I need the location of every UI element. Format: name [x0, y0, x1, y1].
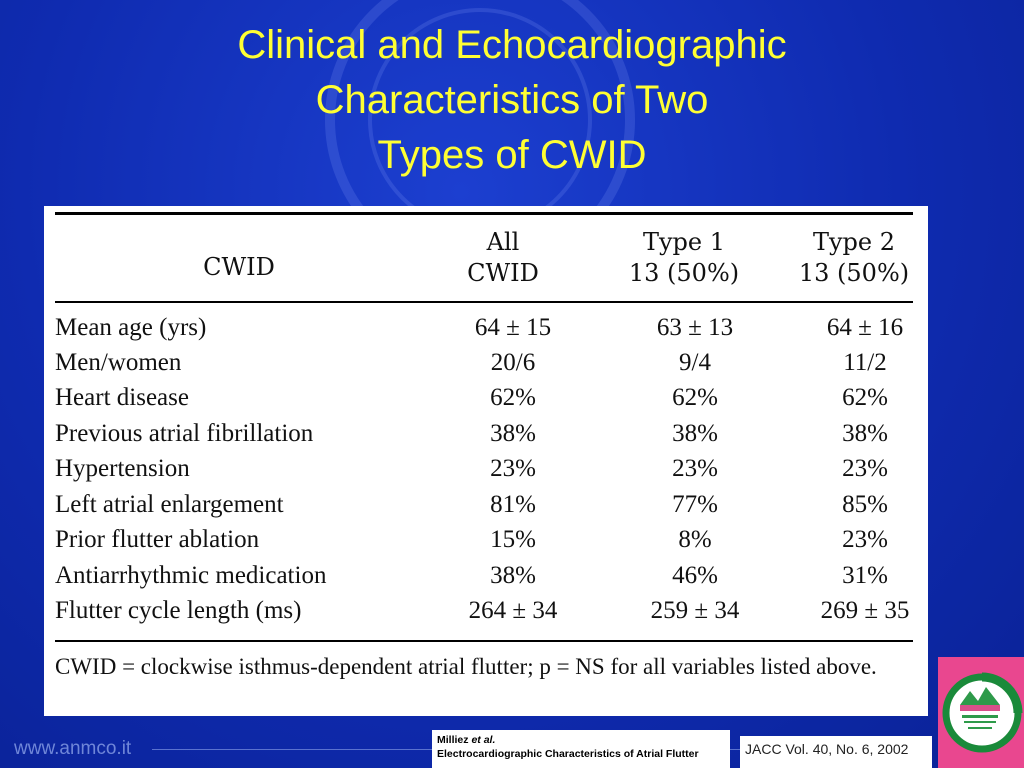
header-cwid-label: CWID — [203, 253, 275, 281]
reference-etal: et al. — [471, 734, 496, 746]
hospital-logo-icon — [942, 672, 1023, 753]
slide-title: Clinical and Echocardiographic Character… — [0, 18, 1024, 183]
cell-type2: 64 ± 16 — [826, 314, 904, 341]
journal-citation-text: JACC Vol. 40, No. 6, 2002 — [745, 741, 909, 757]
journal-citation: JACC Vol. 40, No. 6, 2002 — [740, 736, 932, 768]
reference-author: Milliez — [437, 734, 469, 746]
header-type1-line-2: 13 (50%) — [628, 259, 740, 287]
row-label: Men/women — [55, 349, 182, 376]
row-label: Antiarrhythmic medication — [55, 562, 327, 589]
reference-box: Milliez et al. Electrocardiographic Char… — [432, 730, 730, 768]
table-row: Flutter cycle length (ms) 264 ± 34 259 ±… — [55, 597, 913, 632]
cell-all: 62% — [490, 384, 536, 411]
cell-type2: 38% — [842, 420, 888, 447]
row-label: Hypertension — [55, 455, 190, 482]
cell-type1: 8% — [678, 526, 712, 553]
hospital-logo — [938, 657, 1024, 768]
cell-all: 81% — [490, 491, 536, 518]
cell-type1: 23% — [672, 455, 718, 482]
table-header-rule — [55, 301, 913, 303]
cell-type1: 38% — [672, 420, 718, 447]
reference-title: Electrocardiographic Characteristics of … — [437, 748, 699, 760]
cell-type1: 63 ± 13 — [656, 314, 734, 341]
cell-type1: 46% — [672, 562, 718, 589]
header-all-line-2: CWID — [467, 259, 539, 287]
table-row: Hypertension 23% 23% 23% — [55, 455, 913, 490]
title-line-2: Characteristics of Two — [315, 78, 709, 122]
cell-all: 15% — [490, 526, 536, 553]
cell-type1: 77% — [672, 491, 718, 518]
cell-all: 23% — [490, 455, 536, 482]
header-all-line-1: All — [486, 228, 520, 256]
title-line-3: Types of CWID — [377, 133, 647, 177]
cell-type2: 31% — [842, 562, 888, 589]
cell-all: 264 ± 34 — [468, 597, 558, 624]
cell-all: 20/6 — [490, 349, 536, 376]
cell-type2: 269 ± 35 — [820, 597, 910, 624]
row-label: Mean age (yrs) — [55, 314, 207, 341]
header-all-cwid: All CWID — [428, 227, 578, 289]
cell-type2: 23% — [842, 455, 888, 482]
table-row: Antiarrhythmic medication 38% 46% 31% — [55, 562, 913, 597]
table-row: Previous atrial fibrillation 38% 38% 38% — [55, 420, 913, 455]
header-type2-line-2: 13 (50%) — [798, 259, 910, 287]
cell-type2: 23% — [842, 526, 888, 553]
cell-type1: 9/4 — [679, 349, 711, 376]
table-bottom-rule — [55, 640, 913, 642]
header-type2-line-1: Type 2 — [812, 228, 896, 256]
row-label: Prior flutter ablation — [55, 526, 260, 553]
table-row: Heart disease 62% 62% 62% — [55, 384, 913, 419]
cell-type1: 62% — [672, 384, 718, 411]
row-label: Heart disease — [55, 384, 189, 411]
row-label: Flutter cycle length (ms) — [55, 597, 302, 624]
cell-type2: 85% — [842, 491, 888, 518]
header-type-1: Type 1 13 (50%) — [609, 227, 759, 289]
cell-type1: 259 ± 34 — [650, 597, 740, 624]
table-top-rule — [55, 212, 913, 215]
cell-all: 64 ± 15 — [474, 314, 552, 341]
header-type-2: Type 2 13 (50%) — [779, 227, 929, 289]
table-row: Left atrial enlargement 81% 77% 85% — [55, 491, 913, 526]
cell-all: 38% — [490, 562, 536, 589]
cell-all: 38% — [490, 420, 536, 447]
table-row: Prior flutter ablation 15% 8% 23% — [55, 526, 913, 561]
row-label: Left atrial enlargement — [55, 491, 284, 518]
cell-type2: 62% — [842, 384, 888, 411]
cell-type2: 11/2 — [843, 349, 887, 376]
site-link[interactable]: www.anmco.it — [14, 738, 132, 759]
header-cwid: CWID — [164, 252, 314, 283]
table-panel: CWID All CWID Type 1 13 (50%) Type 2 13 … — [44, 206, 928, 716]
table-row: Mean age (yrs) 64 ± 15 63 ± 13 64 ± 16 — [55, 314, 913, 349]
title-line-1: Clinical and Echocardiographic — [237, 23, 787, 67]
row-label: Previous atrial fibrillation — [55, 420, 314, 447]
watermark-seal-graphic — [325, 0, 635, 220]
table-row: Men/women 20/6 9/4 11/2 — [55, 349, 913, 384]
table-footnote: CWID = clockwise isthmus-dependent atria… — [55, 654, 877, 679]
header-type1-line-1: Type 1 — [642, 228, 726, 256]
